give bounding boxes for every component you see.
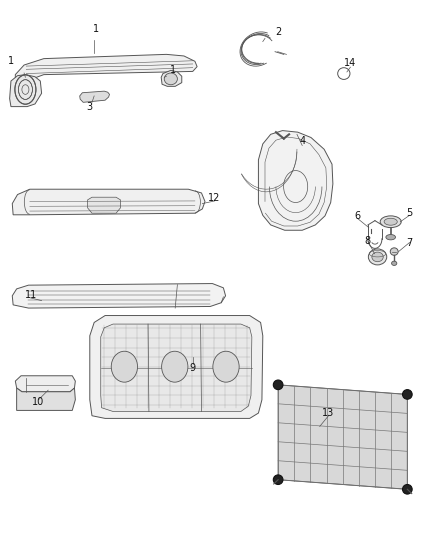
Ellipse shape	[392, 261, 397, 265]
Polygon shape	[101, 324, 252, 411]
Text: 1: 1	[170, 66, 176, 75]
Polygon shape	[90, 316, 263, 418]
Ellipse shape	[273, 475, 283, 484]
Polygon shape	[278, 385, 407, 489]
Ellipse shape	[390, 248, 398, 255]
Ellipse shape	[380, 216, 401, 228]
Polygon shape	[88, 197, 120, 213]
Ellipse shape	[111, 351, 138, 382]
Ellipse shape	[15, 75, 36, 104]
Ellipse shape	[372, 252, 383, 262]
Text: 5: 5	[406, 208, 413, 218]
Ellipse shape	[273, 380, 283, 390]
Ellipse shape	[384, 219, 397, 225]
Polygon shape	[17, 388, 75, 410]
Ellipse shape	[403, 484, 412, 494]
Polygon shape	[12, 189, 205, 215]
Text: 8: 8	[365, 236, 371, 246]
Ellipse shape	[403, 390, 412, 399]
Polygon shape	[15, 376, 75, 392]
Text: 12: 12	[208, 193, 221, 203]
Text: 11: 11	[25, 290, 37, 300]
Ellipse shape	[368, 249, 387, 265]
Polygon shape	[258, 131, 333, 230]
Text: 9: 9	[190, 363, 196, 373]
Text: 14: 14	[344, 58, 357, 68]
Text: 7: 7	[406, 238, 413, 247]
Text: 3: 3	[87, 102, 93, 111]
Text: 4: 4	[299, 136, 305, 146]
Text: 1: 1	[8, 56, 14, 66]
Text: 13: 13	[322, 408, 335, 418]
Text: 2: 2	[275, 27, 281, 37]
Text: 1: 1	[93, 25, 99, 34]
Ellipse shape	[213, 351, 239, 382]
Ellipse shape	[386, 235, 396, 240]
Text: 10: 10	[32, 397, 45, 407]
Ellipse shape	[164, 73, 177, 85]
Polygon shape	[10, 75, 42, 107]
Polygon shape	[161, 70, 182, 86]
Ellipse shape	[162, 351, 188, 382]
Polygon shape	[80, 91, 110, 102]
Polygon shape	[15, 54, 197, 85]
Text: 6: 6	[354, 211, 360, 221]
Polygon shape	[12, 284, 226, 308]
